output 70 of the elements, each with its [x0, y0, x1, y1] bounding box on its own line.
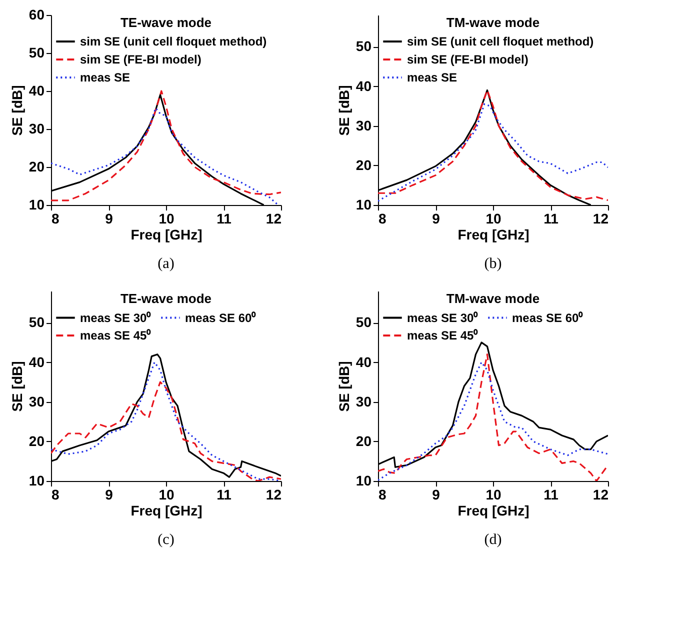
y-tick-label: 50 — [28, 314, 45, 330]
x-axis-title: Freq [GHz] — [130, 226, 202, 242]
y-tick-label: 30 — [356, 393, 372, 410]
y-tick-label: 20 — [356, 432, 372, 449]
y-tick-label: 20 — [356, 156, 372, 173]
x-tick-label: 12 — [592, 486, 609, 502]
x-axis-title: Freq [GHz] — [458, 226, 530, 242]
legend-label: sim SE (unit cell floquet method) — [407, 34, 594, 48]
x-tick-label: 10 — [486, 210, 502, 226]
legend-label: meas SE — [80, 70, 130, 84]
legend-label: meas SE 60⁰ — [512, 310, 584, 325]
x-tick-label: 10 — [158, 486, 174, 502]
legend-label: sim SE (FE-BI model) — [80, 52, 202, 66]
y-tick-label: 10 — [356, 472, 372, 488]
chart-title: TM-wave mode — [446, 291, 540, 306]
text: (c) — [158, 532, 174, 548]
line-series — [51, 107, 279, 205]
y-tick-label: 20 — [28, 158, 45, 174]
x-tick-label: 12 — [592, 210, 609, 226]
y-tick-label: 50 — [356, 314, 372, 330]
x-tick-label: 11 — [544, 486, 559, 502]
x-tick-label: 11 — [216, 210, 232, 226]
legend-label: meas SE 60⁰ — [185, 310, 257, 325]
y-tick-label: 40 — [356, 354, 372, 370]
chart-title: TE-wave mode — [120, 291, 212, 306]
y-tick-label: 20 — [28, 432, 45, 449]
x-tick-label: 12 — [266, 486, 282, 502]
x-axis-title: Freq [GHz] — [130, 502, 202, 518]
legend-label: meas SE 30⁰ — [407, 310, 479, 325]
legend-label: sim SE (unit cell floquet method) — [80, 34, 267, 48]
legend-label: sim SE (FE-BI model) — [407, 52, 528, 66]
x-tick-label: 9 — [105, 486, 114, 502]
y-tick-label: 30 — [28, 120, 45, 136]
y-tick-label: 40 — [28, 354, 45, 370]
x-tick-label: 8 — [378, 210, 386, 226]
text: (a) — [158, 256, 174, 272]
y-tick-label: 30 — [28, 393, 45, 410]
y-axis-title: SE [dB] — [336, 85, 352, 136]
y-tick-label: 50 — [28, 44, 45, 60]
x-tick-label: 8 — [52, 486, 60, 502]
legend-label: meas SE 30⁰ — [80, 310, 152, 325]
y-tick-label: 60 — [28, 6, 45, 22]
text: (b) — [484, 256, 502, 272]
x-tick-label: 9 — [432, 486, 440, 502]
y-tick-label: 40 — [356, 78, 372, 94]
y-tick-label: 10 — [28, 196, 45, 212]
legend-label: meas SE 45⁰ — [407, 328, 479, 342]
x-tick-label: 12 — [266, 210, 282, 226]
legend-label: meas SE — [407, 70, 458, 84]
y-tick-label: 10 — [28, 472, 45, 488]
x-tick-label: 8 — [378, 486, 386, 502]
y-axis-title: SE [dB] — [8, 361, 25, 412]
text: (d) — [484, 532, 502, 548]
legend-label: meas SE 45⁰ — [80, 328, 152, 342]
x-tick-label: 9 — [432, 210, 440, 226]
x-tick-label: 11 — [216, 486, 232, 502]
y-tick-label: 10 — [356, 196, 372, 212]
y-tick-label: 40 — [28, 82, 45, 98]
x-tick-label: 10 — [158, 210, 174, 226]
chart-title: TM-wave mode — [446, 15, 540, 30]
x-tick-label: 11 — [544, 210, 559, 226]
x-axis-title: Freq [GHz] — [458, 502, 530, 518]
chart-title: TE-wave mode — [120, 15, 212, 30]
y-axis-title: SE [dB] — [336, 361, 352, 412]
x-tick-label: 8 — [52, 210, 60, 226]
y-axis-title: SE [dB] — [8, 85, 25, 136]
x-tick-label: 9 — [105, 210, 114, 226]
x-tick-label: 10 — [486, 486, 502, 502]
y-tick-label: 30 — [356, 117, 372, 134]
y-tick-label: 50 — [356, 38, 372, 54]
